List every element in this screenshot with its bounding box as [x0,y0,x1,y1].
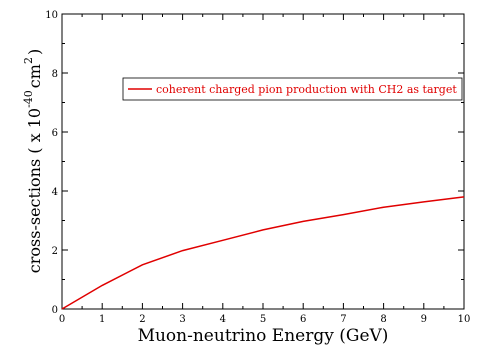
y-axis-title-suffix: ) [25,49,44,55]
y-tick-label: 2 [52,246,58,257]
x-tick-labels: 0 1 2 3 4 5 6 7 8 9 10 [59,314,471,325]
y-axis-title-unit: cm [25,64,44,88]
y-axis-title-prefix: cross-sections ( x 10 [25,108,44,273]
y-tick-label: 0 [52,305,58,316]
x-tick-label: 4 [220,314,226,325]
y-tick-label: 4 [52,187,58,198]
y-axis-title-exp2: 2 [22,57,35,64]
y-tick-label: 8 [52,69,58,80]
x-tick-label: 3 [179,314,185,325]
series-layer [61,196,465,310]
y-axis-title: cross-sections ( x 10-40 cm2) [22,49,44,273]
y-tick-labels: 0 2 4 6 8 10 [45,10,58,316]
y-tick-label: 10 [45,10,58,21]
legend: coherent charged pion production with CH… [122,77,463,101]
plot-frame [61,13,465,310]
y-tick-label: 6 [52,128,58,139]
x-tick-label: 7 [340,314,346,325]
x-tick-label: 5 [260,314,266,325]
x-tick-label: 1 [99,314,105,325]
x-tick-label: 2 [139,314,145,325]
legend-label: coherent charged pion production with CH… [156,83,457,96]
x-tick-label: 0 [59,314,65,325]
series-line-0 [61,196,465,310]
x-axis-title: Muon-neutrino Energy (GeV) [138,326,389,346]
x-tick-label: 8 [380,314,386,325]
legend-box [122,77,463,101]
x-tick-label: 10 [458,314,471,325]
x-tick-label: 6 [300,314,306,325]
tick-marks [61,13,465,310]
y-axis-title-exp1: -40 [22,90,35,108]
x-tick-label: 9 [421,314,427,325]
